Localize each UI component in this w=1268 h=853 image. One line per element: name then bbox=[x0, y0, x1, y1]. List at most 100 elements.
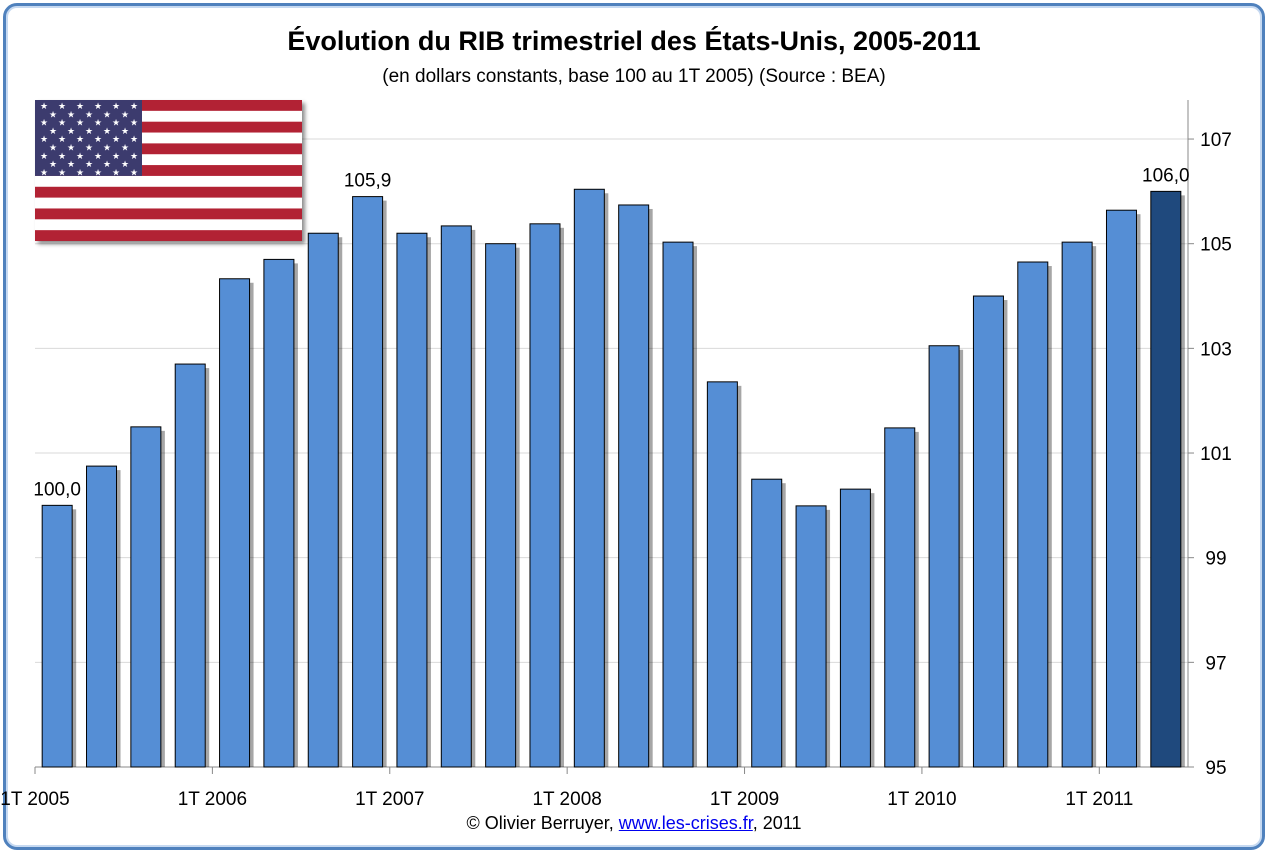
svg-text:★: ★ bbox=[40, 167, 48, 177]
svg-text:★: ★ bbox=[76, 134, 84, 144]
bar bbox=[529, 223, 561, 768]
svg-text:★: ★ bbox=[85, 143, 93, 153]
bar bbox=[352, 196, 384, 768]
svg-text:★: ★ bbox=[103, 109, 111, 119]
svg-text:★: ★ bbox=[67, 143, 75, 153]
svg-text:★: ★ bbox=[76, 101, 84, 111]
bar bbox=[884, 427, 916, 768]
svg-text:★: ★ bbox=[85, 126, 93, 136]
bar bbox=[839, 488, 871, 768]
svg-text:★: ★ bbox=[76, 151, 84, 161]
svg-text:★: ★ bbox=[112, 118, 120, 128]
svg-text:★: ★ bbox=[112, 167, 120, 177]
bar bbox=[1105, 209, 1137, 768]
svg-text:★: ★ bbox=[49, 109, 57, 119]
svg-text:★: ★ bbox=[58, 101, 66, 111]
svg-text:★: ★ bbox=[103, 126, 111, 136]
svg-text:★: ★ bbox=[40, 134, 48, 144]
bar bbox=[972, 295, 1004, 768]
svg-text:★: ★ bbox=[49, 159, 57, 169]
svg-text:★: ★ bbox=[112, 134, 120, 144]
svg-text:★: ★ bbox=[40, 151, 48, 161]
bar bbox=[662, 241, 694, 768]
bar bbox=[307, 232, 339, 768]
x-tick-label: 1T 2008 bbox=[532, 789, 601, 810]
bar bbox=[219, 278, 251, 768]
svg-text:★: ★ bbox=[49, 126, 57, 136]
svg-text:★: ★ bbox=[85, 109, 93, 119]
chart-subtitle: (en dollars constants, base 100 au 1T 20… bbox=[382, 66, 886, 87]
svg-text:★: ★ bbox=[94, 118, 102, 128]
bar bbox=[396, 232, 428, 768]
y-tick-label: 101 bbox=[1200, 444, 1232, 465]
svg-text:★: ★ bbox=[76, 167, 84, 177]
x-tick-label: 1T 2005 bbox=[0, 789, 69, 810]
chart-frame bbox=[3, 3, 1265, 850]
bar bbox=[751, 478, 783, 768]
data-label: 100,0 bbox=[33, 479, 81, 500]
bar bbox=[618, 204, 650, 768]
svg-text:★: ★ bbox=[103, 159, 111, 169]
x-tick-label: 1T 2007 bbox=[355, 789, 424, 810]
svg-text:★: ★ bbox=[58, 167, 66, 177]
bar bbox=[928, 345, 960, 768]
svg-text:★: ★ bbox=[130, 118, 138, 128]
bar bbox=[1150, 190, 1182, 768]
bar bbox=[485, 243, 517, 768]
y-tick-label: 97 bbox=[1205, 653, 1226, 674]
svg-text:★: ★ bbox=[49, 143, 57, 153]
website-link[interactable]: www.les-crises.fr bbox=[618, 813, 753, 833]
bar bbox=[41, 504, 73, 768]
x-tick-label: 1T 2009 bbox=[710, 789, 779, 810]
svg-text:★: ★ bbox=[58, 151, 66, 161]
x-tick-label: 1T 2010 bbox=[887, 789, 956, 810]
bar bbox=[86, 465, 118, 768]
svg-text:★: ★ bbox=[40, 118, 48, 128]
svg-text:★: ★ bbox=[130, 151, 138, 161]
svg-text:★: ★ bbox=[67, 159, 75, 169]
svg-text:★: ★ bbox=[130, 101, 138, 111]
bar bbox=[130, 426, 162, 768]
bar bbox=[1017, 261, 1049, 768]
svg-text:★: ★ bbox=[121, 109, 129, 119]
svg-text:★: ★ bbox=[121, 143, 129, 153]
y-tick-label: 105 bbox=[1200, 235, 1232, 256]
svg-text:★: ★ bbox=[58, 118, 66, 128]
chart-title: Évolution du RIB trimestriel des États-U… bbox=[287, 26, 981, 56]
y-tick-label: 95 bbox=[1205, 758, 1226, 779]
bar bbox=[440, 225, 472, 768]
svg-text:★: ★ bbox=[40, 101, 48, 111]
bar bbox=[1061, 241, 1093, 768]
y-tick-label: 107 bbox=[1200, 130, 1232, 151]
bar bbox=[573, 188, 605, 768]
bar bbox=[263, 258, 295, 768]
svg-text:★: ★ bbox=[130, 167, 138, 177]
svg-text:★: ★ bbox=[103, 143, 111, 153]
svg-text:★: ★ bbox=[67, 126, 75, 136]
svg-text:★: ★ bbox=[121, 126, 129, 136]
footer: © Olivier Berruyer, www.les-crises.fr, 2… bbox=[0, 813, 1268, 834]
data-label: 106,0 bbox=[1142, 165, 1190, 186]
x-tick-label: 1T 2006 bbox=[178, 789, 247, 810]
svg-text:★: ★ bbox=[67, 109, 75, 119]
x-tick-label: 1T 2011 bbox=[1065, 789, 1133, 810]
us-flag-icon: ★ ★ ★ ★ ★ ★ ★ ★ ★ ★ ★ ★ ★ ★ ★ ★ ★ ★ ★ ★ ★ ★ ★ ★ ★ ★ ★ ★ ★ ★ ★ ★ ★ ★ ★ ★ ★ ★ ★ ★… bbox=[35, 100, 302, 242]
footer-year: , 2011 bbox=[752, 813, 802, 833]
svg-text:★: ★ bbox=[112, 101, 120, 111]
svg-text:★: ★ bbox=[94, 101, 102, 111]
svg-text:★: ★ bbox=[112, 151, 120, 161]
svg-text:★: ★ bbox=[130, 134, 138, 144]
bar bbox=[174, 363, 206, 768]
svg-text:★: ★ bbox=[94, 151, 102, 161]
y-tick-label: 99 bbox=[1205, 549, 1226, 570]
bar bbox=[795, 505, 827, 768]
copyright-text: © Olivier Berruyer, bbox=[466, 813, 614, 833]
svg-text:★: ★ bbox=[85, 159, 93, 169]
svg-text:★: ★ bbox=[58, 134, 66, 144]
svg-text:★: ★ bbox=[121, 159, 129, 169]
bar bbox=[706, 381, 738, 768]
svg-text:★: ★ bbox=[76, 118, 84, 128]
y-tick-label: 103 bbox=[1200, 339, 1232, 360]
data-label: 105,9 bbox=[344, 171, 392, 192]
